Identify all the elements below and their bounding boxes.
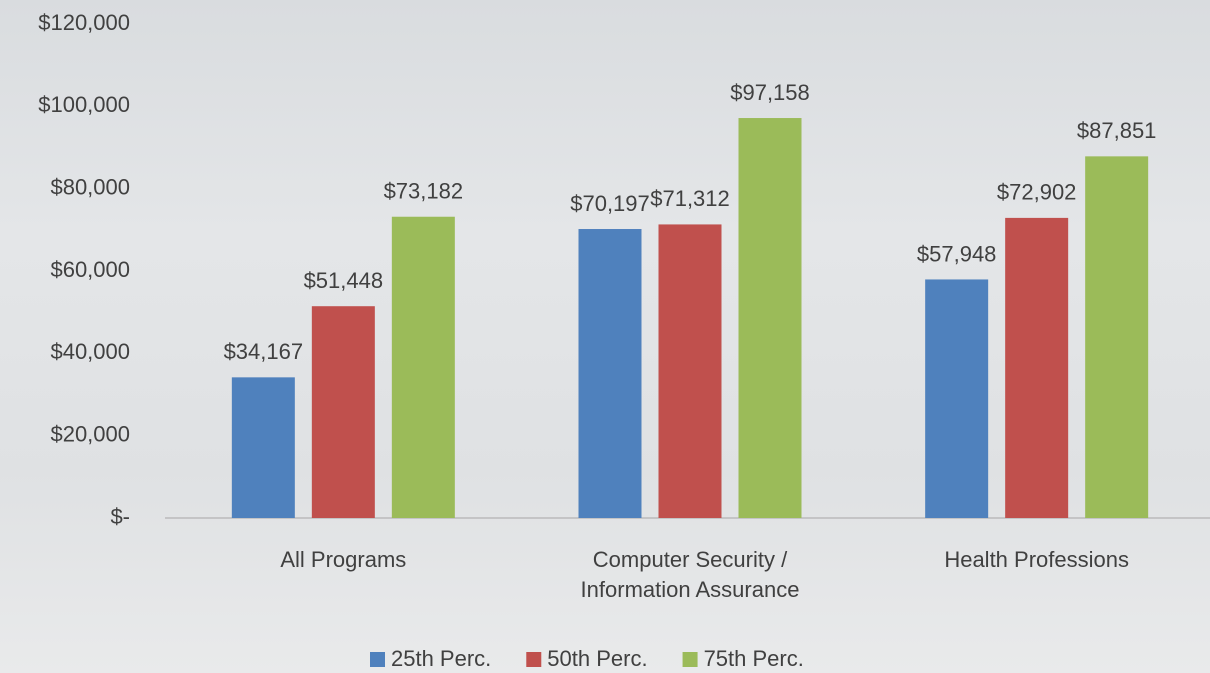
y-tick-label: $100,000 bbox=[38, 92, 130, 117]
legend-label: 25th Perc. bbox=[391, 646, 491, 671]
y-tick-label: $- bbox=[110, 504, 130, 529]
y-tick-label: $60,000 bbox=[50, 257, 130, 282]
data-label: $34,167 bbox=[224, 339, 304, 364]
y-tick-label: $20,000 bbox=[50, 421, 130, 446]
data-label: $57,948 bbox=[917, 241, 997, 266]
legend-label: 50th Perc. bbox=[547, 646, 647, 671]
y-tick-label: $80,000 bbox=[50, 174, 130, 199]
bar bbox=[738, 118, 802, 518]
legend-swatch bbox=[682, 652, 698, 667]
x-tick-label: Health Professions bbox=[944, 547, 1129, 572]
bar bbox=[658, 224, 722, 519]
bar bbox=[391, 216, 455, 518]
y-tick-label: $40,000 bbox=[50, 339, 130, 364]
data-label: $71,312 bbox=[650, 186, 730, 211]
bar bbox=[578, 229, 642, 519]
bar bbox=[231, 377, 295, 518]
bar bbox=[311, 306, 375, 518]
x-tick-label: All Programs bbox=[280, 547, 407, 572]
data-label: $72,902 bbox=[997, 180, 1077, 205]
legend-label: 75th Perc. bbox=[704, 646, 804, 671]
data-label: $51,448 bbox=[304, 268, 384, 293]
data-label: $97,158 bbox=[730, 80, 810, 105]
data-label: $70,197 bbox=[570, 191, 650, 216]
x-tick-label: Computer Security / Information Assuranc… bbox=[580, 547, 800, 602]
data-label: $87,851 bbox=[1077, 118, 1157, 143]
y-tick-label: $120,000 bbox=[38, 10, 130, 35]
data-label: $73,182 bbox=[384, 179, 464, 204]
bar bbox=[1005, 217, 1069, 518]
bar bbox=[1085, 156, 1149, 518]
legend-swatch bbox=[370, 652, 385, 667]
legend-swatch bbox=[526, 652, 542, 667]
bar bbox=[925, 279, 989, 518]
